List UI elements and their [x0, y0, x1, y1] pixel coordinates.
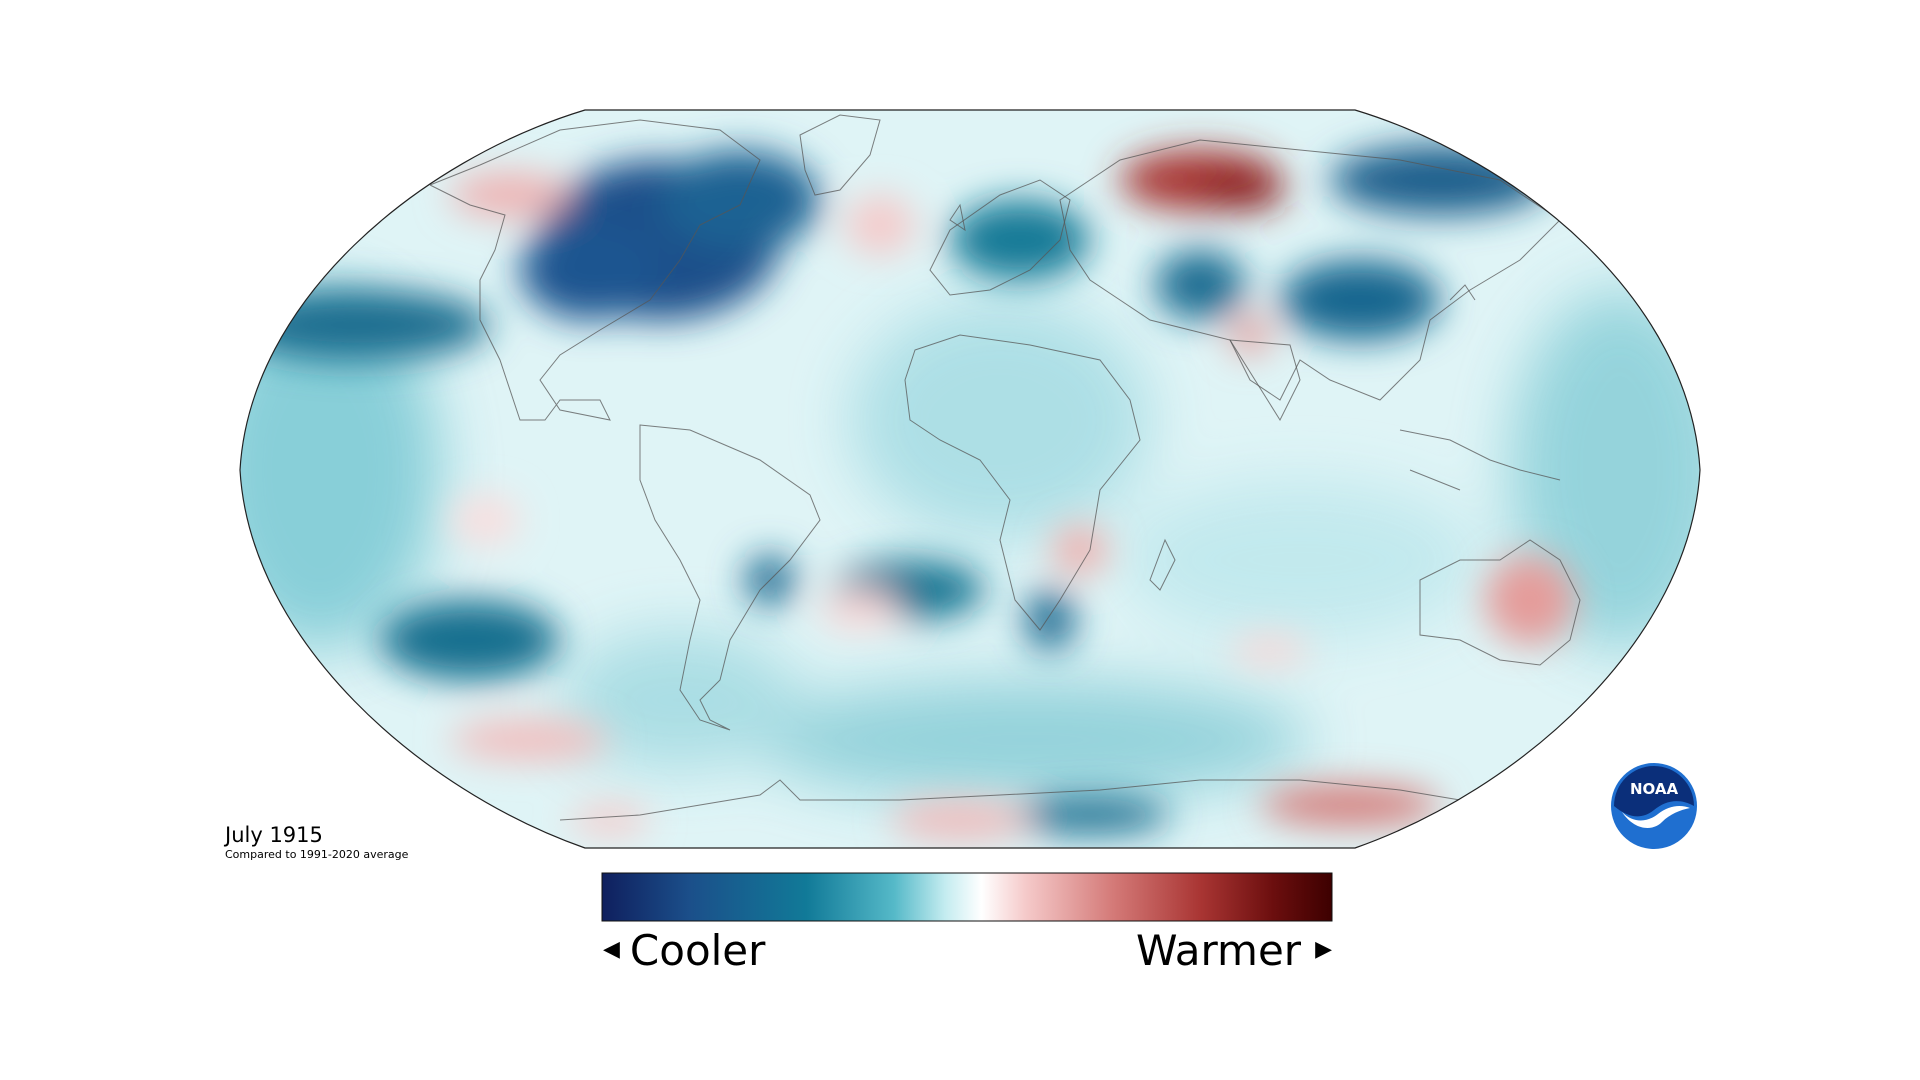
- warmer-label: Warmer: [1135, 926, 1302, 975]
- globe-outline: [239, 109, 1701, 849]
- cooler-label: Cooler: [629, 926, 766, 975]
- svg-text:NOAA: NOAA: [1630, 780, 1679, 798]
- map-caption: July 1915 Compared to 1991-2020 average: [225, 823, 408, 862]
- warmer-label-group: Warmer ▶: [1136, 925, 1332, 980]
- anomaly-field: [240, 110, 1700, 848]
- colorbar: [601, 872, 1333, 922]
- map-period: July 1915: [225, 823, 323, 847]
- map-baseline: Compared to 1991-2020 average: [225, 848, 409, 861]
- triangle-left-icon: ◀: [603, 936, 620, 962]
- triangle-right-icon: ▶: [1315, 936, 1332, 962]
- noaa-logo: NOAA: [1610, 762, 1698, 850]
- cooler-label-group: ◀ Cooler: [603, 925, 765, 980]
